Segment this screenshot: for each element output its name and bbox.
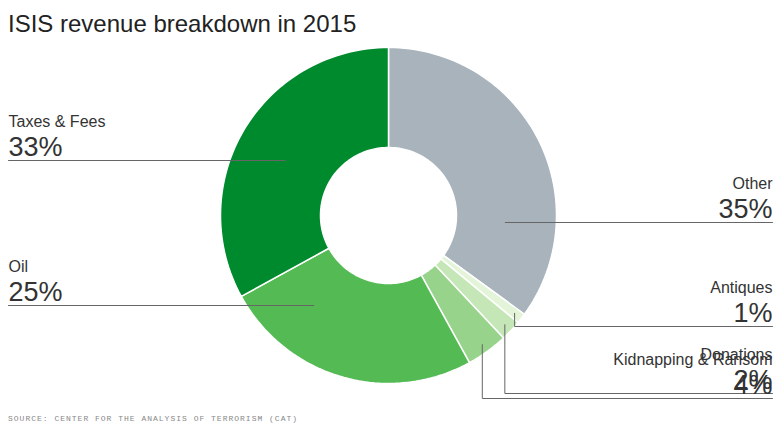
svg-text:1%: 1% — [733, 298, 772, 328]
svg-text:Oil: Oil — [9, 258, 29, 275]
svg-text:Antiques: Antiques — [710, 279, 772, 296]
svg-text:33%: 33% — [9, 132, 63, 162]
html-text:SOURCE: CENTER FOR THE ANALYSI: SOURCE: CENTER FOR THE ANALYSIS OF TERRO… — [8, 414, 298, 423]
svg-text:Kidnapping & Ransom: Kidnapping & Ransom — [613, 350, 773, 368]
html-text:ISIS revenue breakdown in 2015: ISIS revenue breakdown in 2015 — [8, 10, 357, 37]
svg-text:25%: 25% — [9, 277, 63, 307]
svg-text:35%: 35% — [718, 194, 772, 224]
svg-text:Taxes & Fees: Taxes & Fees — [9, 113, 106, 130]
svg-text:4%: 4% — [733, 370, 772, 400]
svg-text:Other: Other — [732, 175, 773, 192]
